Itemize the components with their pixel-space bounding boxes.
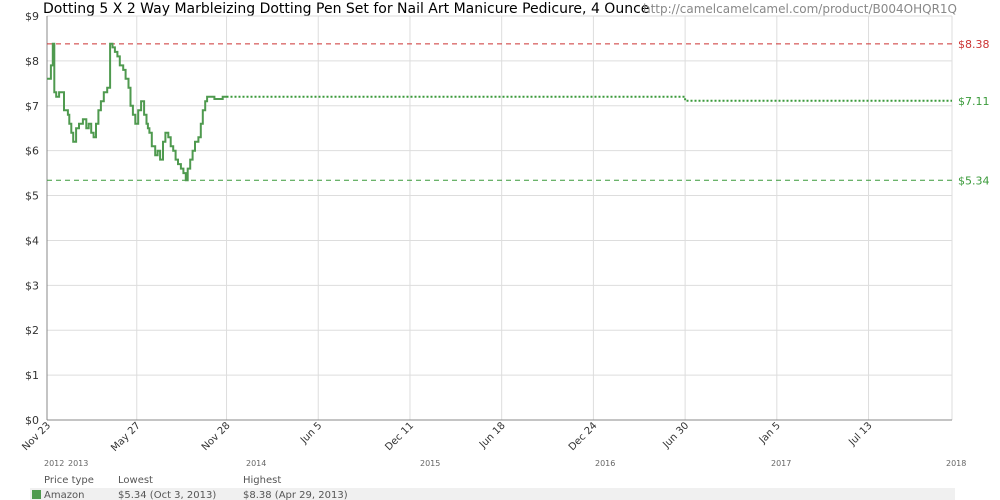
legend-row xyxy=(30,488,955,500)
year-label: 2013 xyxy=(68,459,88,468)
legend-header: Price type xyxy=(44,475,94,486)
legend-lowest: $5.34 (Oct 3, 2013) xyxy=(118,490,216,500)
source-url: http://camelcamelcamel.com/product/B004O… xyxy=(643,2,957,16)
y-tick-label: $8 xyxy=(25,55,39,68)
legend-header: Highest xyxy=(243,475,281,486)
x-tick-label: Jun 18 xyxy=(477,420,508,451)
y-tick-label: $4 xyxy=(25,234,39,247)
x-tick-label: Jun 5 xyxy=(298,420,324,446)
reference-label: $7.11 xyxy=(958,95,990,108)
x-tick-label: Jul 13 xyxy=(846,420,874,448)
x-tick-label: May 27 xyxy=(109,420,143,454)
series-line-amazon xyxy=(47,42,227,182)
legend-highest: $8.38 (Apr 29, 2013) xyxy=(243,490,348,500)
x-tick-label: Dec 11 xyxy=(383,420,416,453)
x-tick-label: Jun 30 xyxy=(660,420,691,451)
y-tick-label: $6 xyxy=(25,145,39,158)
x-tick-label: Dec 24 xyxy=(567,420,600,453)
y-tick-label: $2 xyxy=(25,324,39,337)
projection-line xyxy=(226,95,952,102)
year-label: 2014 xyxy=(246,459,266,468)
year-label: 2017 xyxy=(771,459,791,468)
year-label: 2015 xyxy=(420,459,440,468)
legend-header: Lowest xyxy=(118,475,153,486)
reference-label: $5.34 xyxy=(958,174,990,187)
y-tick-label: $1 xyxy=(25,369,39,382)
y-tick-label: $3 xyxy=(25,279,39,292)
x-tick-label: Jan 5 xyxy=(757,420,783,446)
reference-label: $8.38 xyxy=(958,38,990,51)
y-tick-label: $9 xyxy=(25,10,39,23)
y-tick-label: $0 xyxy=(25,414,39,427)
chart-title: Dotting 5 X 2 Way Marbleizing Dotting Pe… xyxy=(43,1,649,17)
year-label: 2016 xyxy=(595,459,615,468)
year-label: 2018 xyxy=(946,459,966,468)
x-tick-label: Nov 28 xyxy=(200,420,233,453)
legend-series-name: Amazon xyxy=(44,490,84,500)
y-tick-label: $5 xyxy=(25,190,39,203)
legend-swatch xyxy=(32,490,41,499)
year-label: 2012 xyxy=(44,459,64,468)
y-tick-label: $7 xyxy=(25,100,39,113)
